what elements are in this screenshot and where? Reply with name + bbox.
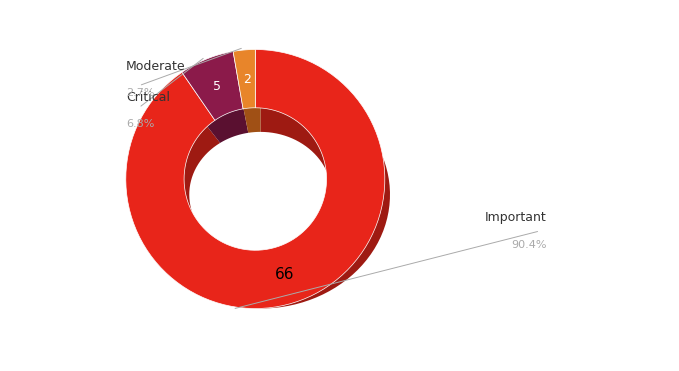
Text: Moderate: Moderate xyxy=(126,60,185,73)
PathPatch shape xyxy=(182,52,243,120)
Text: 90.4%: 90.4% xyxy=(511,240,547,250)
Text: Critical: Critical xyxy=(126,91,170,104)
PathPatch shape xyxy=(131,81,390,309)
Text: 2.7%: 2.7% xyxy=(126,88,154,98)
Text: 2: 2 xyxy=(243,72,251,85)
Text: 5: 5 xyxy=(213,79,221,93)
PathPatch shape xyxy=(238,81,261,133)
Text: Important: Important xyxy=(485,211,547,224)
PathPatch shape xyxy=(233,49,255,109)
Text: 66: 66 xyxy=(276,267,295,282)
PathPatch shape xyxy=(126,49,385,309)
Text: 6.8%: 6.8% xyxy=(126,119,154,129)
PathPatch shape xyxy=(187,82,249,143)
